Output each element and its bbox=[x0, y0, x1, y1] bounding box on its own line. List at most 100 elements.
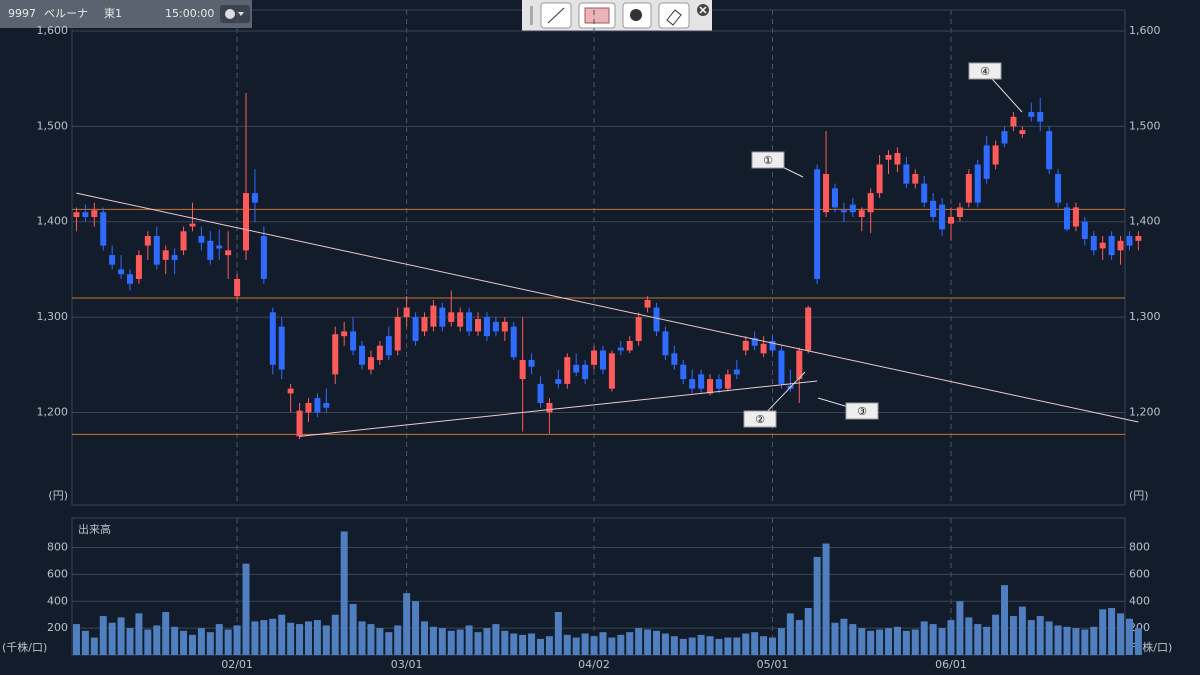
candle-body bbox=[394, 317, 401, 351]
candle-body bbox=[965, 174, 972, 203]
candle-body bbox=[421, 317, 428, 332]
candle-body bbox=[216, 245, 223, 249]
volume-bar bbox=[296, 624, 304, 655]
volume-bar bbox=[171, 626, 179, 655]
y-tick-label-right: 1,600 bbox=[1129, 24, 1161, 37]
stock-name: ベルーナ bbox=[44, 7, 88, 20]
volume-bar bbox=[920, 621, 928, 655]
y-tick-label-right: 800 bbox=[1129, 541, 1150, 554]
volume-unit: (千株/口) bbox=[2, 640, 47, 654]
candle-body bbox=[1126, 236, 1133, 246]
volume-bar bbox=[938, 628, 946, 655]
candle-body bbox=[448, 312, 455, 322]
candle-body bbox=[278, 326, 285, 370]
volume-bar bbox=[617, 634, 625, 655]
candle-body bbox=[564, 357, 571, 384]
y-tick-label: 1,200 bbox=[37, 405, 69, 418]
annotation: ① bbox=[763, 154, 773, 167]
volume-bar bbox=[885, 628, 893, 655]
volume-bar bbox=[849, 624, 857, 655]
volume-bar bbox=[644, 629, 652, 655]
candle-body bbox=[778, 350, 785, 384]
annotation-box bbox=[968, 62, 1002, 80]
candle-body bbox=[823, 174, 830, 213]
toolbar-grip bbox=[530, 6, 533, 25]
candle-body bbox=[1072, 207, 1079, 227]
annotation: ② bbox=[755, 413, 765, 426]
volume-bar bbox=[590, 636, 598, 655]
candle-body bbox=[287, 388, 294, 394]
volume-bar bbox=[322, 625, 330, 655]
volume-bar bbox=[528, 633, 536, 655]
candle-body bbox=[921, 183, 928, 203]
volume-bar bbox=[224, 629, 232, 655]
volume-bar bbox=[733, 637, 741, 655]
candle-body bbox=[153, 236, 160, 265]
volume-bar bbox=[760, 636, 768, 655]
volume-bar bbox=[1018, 606, 1026, 655]
volume-bar bbox=[287, 622, 295, 655]
candle-body bbox=[635, 317, 642, 341]
volume-bar bbox=[992, 614, 1000, 655]
annotation-box bbox=[743, 410, 777, 428]
volume-bar bbox=[956, 601, 964, 655]
candle-body bbox=[171, 255, 178, 260]
volume-bar bbox=[313, 620, 321, 655]
volume-bar bbox=[751, 632, 759, 655]
volume-bar bbox=[1134, 628, 1142, 655]
volume-bar bbox=[581, 633, 589, 655]
candle-body bbox=[992, 145, 999, 165]
volume-bar bbox=[403, 593, 411, 655]
candle-body bbox=[510, 326, 517, 358]
candle-body bbox=[350, 331, 357, 351]
volume-bar bbox=[661, 633, 669, 655]
candle-body bbox=[796, 350, 803, 380]
volume-bar bbox=[1036, 616, 1044, 655]
volume-bar bbox=[412, 601, 420, 655]
volume-bar bbox=[715, 638, 723, 655]
volume-bar bbox=[206, 632, 214, 655]
volume-bar bbox=[902, 630, 910, 655]
candle-body bbox=[662, 331, 669, 356]
candle-body bbox=[376, 345, 383, 361]
candle-body bbox=[1019, 130, 1026, 134]
volume-bar bbox=[777, 628, 785, 655]
stock-code: 9997 bbox=[8, 7, 36, 20]
volume-bar bbox=[599, 632, 607, 655]
candle-body bbox=[91, 210, 98, 217]
candle-body bbox=[1099, 242, 1106, 249]
candle-body bbox=[733, 369, 740, 375]
candle-body bbox=[323, 402, 330, 408]
candle-body bbox=[501, 321, 508, 332]
volume-bar bbox=[242, 563, 250, 655]
undo-icon bbox=[630, 9, 642, 21]
candle-body bbox=[430, 305, 437, 327]
volume-bar bbox=[367, 624, 375, 655]
volume-bar bbox=[1072, 628, 1080, 655]
candle-body bbox=[207, 240, 214, 260]
volume-bar bbox=[269, 618, 277, 655]
volume-bar bbox=[394, 625, 402, 655]
volume-bar bbox=[153, 625, 161, 655]
volume-bar bbox=[483, 628, 491, 655]
volume-bar bbox=[233, 625, 241, 655]
candle-body bbox=[608, 353, 615, 389]
erase-tool[interactable] bbox=[658, 2, 690, 29]
volume-bar bbox=[117, 617, 125, 655]
candle-body bbox=[840, 210, 847, 213]
candle-body bbox=[234, 278, 241, 297]
volume-bar bbox=[501, 630, 509, 655]
volume-bar bbox=[670, 636, 678, 655]
volume-bar bbox=[260, 620, 268, 655]
volume-bar bbox=[376, 628, 384, 655]
volume-bar bbox=[1009, 616, 1017, 655]
volume-panel bbox=[71, 517, 1126, 656]
y-tick-label: 1,300 bbox=[37, 310, 69, 323]
candle-body bbox=[332, 334, 339, 375]
volume-bar bbox=[893, 626, 901, 655]
candle-body bbox=[109, 255, 116, 265]
candle-body bbox=[894, 153, 901, 165]
y-tick-label-right: 1,500 bbox=[1129, 119, 1161, 132]
candle-body bbox=[831, 188, 838, 208]
candle-body bbox=[876, 164, 883, 194]
